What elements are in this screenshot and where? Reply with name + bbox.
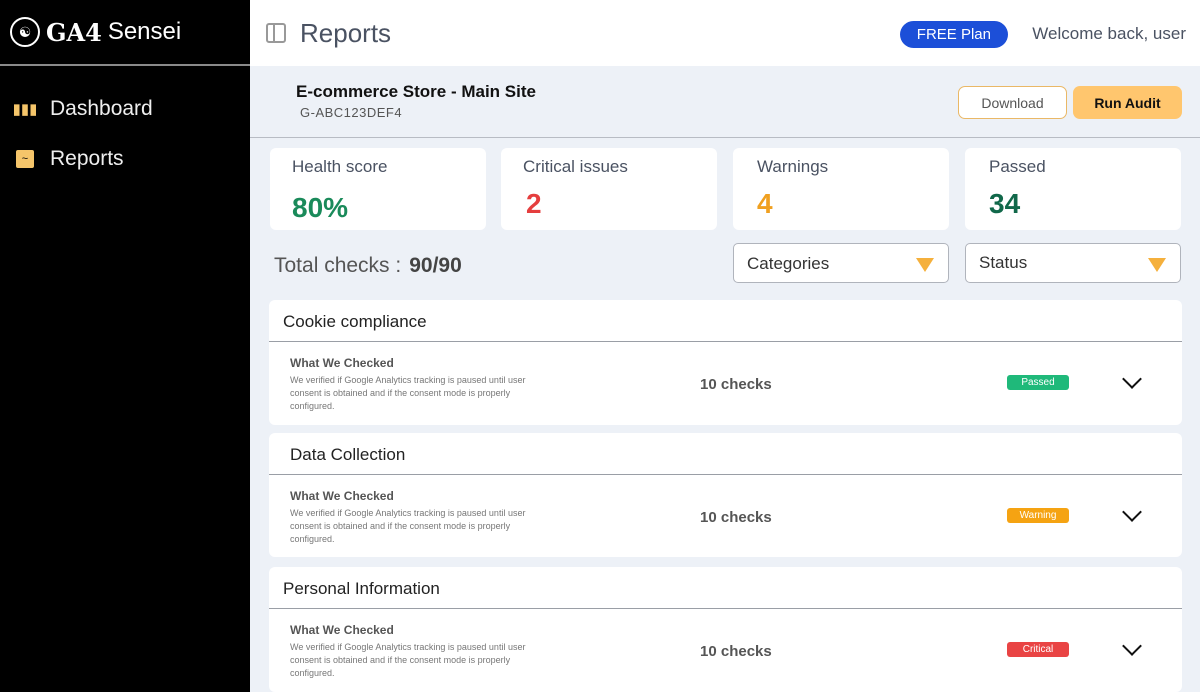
stat-card-passed: Passed 34 (965, 148, 1181, 230)
categories-dropdown[interactable]: Categories (733, 243, 949, 283)
dropdown-label: Status (979, 253, 1028, 272)
stat-card-health: Health score 80% (270, 148, 486, 230)
site-header: E-commerce Store - Main Site G-ABC123DEF… (250, 66, 1200, 138)
what-we-checked-label: What We Checked (290, 356, 394, 370)
section-description: We verified if Google Analytics tracking… (290, 642, 526, 678)
section-description: We verified if Google Analytics tracking… (290, 508, 526, 544)
run-audit-button[interactable]: Run Audit (1073, 86, 1182, 119)
section-title[interactable]: Data Collection (269, 433, 1182, 475)
section-cookie-compliance: Cookie compliance What We Checked We ver… (269, 300, 1182, 425)
check-count: 10 checks (700, 376, 772, 393)
brand-logo[interactable]: ☯ GA4 Sensei (0, 0, 250, 66)
toggle-sidebar-icon[interactable] (266, 23, 286, 43)
status-badge: Passed (1007, 375, 1069, 390)
dropdown-arrow-icon (1148, 258, 1166, 272)
stat-label: Warnings (757, 157, 829, 176)
total-checks-label: Total checks : (274, 254, 402, 277)
stat-card-warnings: Warnings 4 (733, 148, 949, 230)
section-title[interactable]: Cookie compliance (269, 300, 1182, 342)
stat-card-critical: Critical issues 2 (501, 148, 717, 230)
sidebar: ☯ GA4 Sensei ▮▮▮ Dashboard ~ Reports (0, 0, 250, 692)
plan-badge[interactable]: FREE Plan (899, 21, 1008, 48)
check-count: 10 checks (700, 509, 772, 526)
status-badge: Critical (1007, 642, 1069, 657)
section-title[interactable]: Personal Information (269, 567, 1182, 609)
check-count: 10 checks (700, 643, 772, 660)
dropdown-label: Categories (747, 254, 830, 273)
section-personal-information: Personal Information What We Checked We … (269, 567, 1182, 692)
site-name: E-commerce Store - Main Site (296, 82, 536, 101)
brand-name-bold: GA4 (46, 17, 102, 47)
sensei-logo-icon: ☯ (10, 17, 40, 47)
sidebar-item-reports[interactable]: ~ Reports (0, 134, 250, 184)
top-bar: Reports FREE Plan Welcome back, user (250, 0, 1200, 66)
stat-label: Critical issues (523, 157, 628, 176)
bar-chart-icon: ▮▮▮ (12, 101, 38, 118)
stat-label: Health score (292, 157, 388, 176)
welcome-text: Welcome back, user (1032, 24, 1186, 43)
sidebar-item-dashboard[interactable]: ▮▮▮ Dashboard (0, 84, 250, 134)
total-checks-value: 90/90 (409, 254, 462, 277)
report-file-icon: ~ (16, 150, 34, 168)
dropdown-arrow-icon (916, 258, 934, 272)
sidebar-item-label: Reports (50, 147, 124, 170)
chevron-down-icon[interactable] (1122, 369, 1142, 389)
page-title: Reports (300, 17, 392, 48)
download-button[interactable]: Download (958, 86, 1067, 119)
brand-name: Sensei (107, 18, 182, 45)
stat-value: 4 (757, 188, 773, 219)
property-id: G-ABC123DEF4 (300, 105, 403, 120)
chevron-down-icon[interactable] (1122, 502, 1142, 522)
what-we-checked-label: What We Checked (290, 623, 394, 637)
stat-value: 80% (292, 192, 349, 223)
stat-label: Passed (989, 157, 1046, 176)
chevron-down-icon[interactable] (1122, 636, 1142, 656)
sidebar-item-label: Dashboard (50, 97, 153, 120)
status-dropdown[interactable]: Status (965, 243, 1181, 283)
total-checks: Total checks : 90/90 (274, 254, 462, 278)
stat-value: 2 (526, 188, 542, 219)
section-description: We verified if Google Analytics tracking… (290, 375, 526, 411)
what-we-checked-label: What We Checked (290, 489, 394, 503)
status-badge: Warning (1007, 508, 1069, 523)
section-data-collection: Data Collection What We Checked We verif… (269, 433, 1182, 557)
stat-value: 34 (989, 188, 1021, 219)
